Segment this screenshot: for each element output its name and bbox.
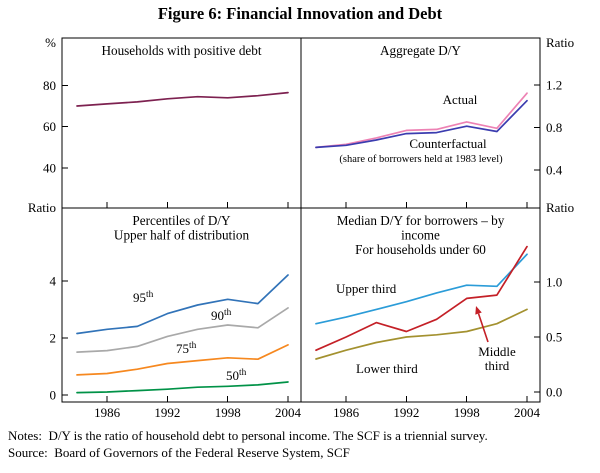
panel-bottom-left: 0 2 4 1986 1992 1998 2004 Percentiles of D/YUpp… [50, 213, 302, 420]
y-tick-label: 80 [43, 78, 56, 93]
annotation-arrow [477, 313, 489, 343]
x-tick-label: 1992 [393, 405, 419, 420]
series-line-90th [76, 307, 289, 353]
panel-bottom-right: 0.0 0.5 1.0 1986 1992 1998 2004 Median D/Y for … [315, 213, 562, 420]
axis-unit-label: % [45, 35, 56, 50]
series-line-50th [76, 381, 289, 394]
series-line-75th [76, 344, 289, 376]
panel-title: Upper half of distribution [114, 228, 250, 243]
x-tick-label: 1998 [454, 405, 480, 420]
series-line-lower-third [315, 308, 528, 360]
y-tick-label: 4 [50, 273, 57, 288]
annotation-counterfactual: Counterfactual [409, 136, 487, 151]
annotation-95th: 95th [133, 290, 154, 305]
y-tick-label: 1.0 [546, 274, 562, 289]
panel-title: Aggregate D/Y [380, 43, 461, 58]
x-tick-label: 2004 [514, 405, 541, 420]
series-line-actual [315, 92, 528, 149]
series-line-middle-third [315, 245, 528, 352]
annotation-actual: Actual [443, 92, 478, 107]
y-tick-label: 60 [43, 119, 56, 134]
x-tick-label: 1992 [154, 405, 180, 420]
series-line-upper-third [315, 253, 528, 325]
x-tick-label: 2004 [275, 405, 302, 420]
x-tick-label: 1986 [333, 405, 360, 420]
panel-title: Percentiles of D/Y [132, 213, 231, 228]
figure-notes: Notes: D/Y is the ratio of household deb… [8, 428, 488, 443]
panel-title: Median D/Y for borrowers – by [337, 213, 505, 228]
y-tick-label: 40 [43, 160, 56, 175]
annotation-share-of-borrowers-held-at-1983-level: (share of borrowers held at 1983 level) [339, 154, 503, 165]
series-line-counterfactual [315, 99, 528, 149]
axis-unit-label: Ratio [546, 35, 574, 50]
x-tick-label: 1998 [215, 405, 241, 420]
annotation-upper-third: Upper third [336, 281, 397, 296]
annotation-middle-third: Middle [478, 344, 516, 359]
annotation-arrowhead [475, 306, 482, 315]
panel-title: income [401, 228, 440, 243]
panel-top-left: 40 60 80 Households with positive debt [43, 43, 289, 208]
y-tick-label: 0.8 [546, 120, 562, 135]
series-line-households-with-positive-debt [76, 91, 289, 107]
figure-title: Figure 6: Financial Innovation and Debt [157, 4, 443, 23]
annotation-90th: 90th [211, 308, 232, 323]
annotation-75th: 75th [176, 341, 197, 356]
x-tick-label: 1986 [94, 405, 121, 420]
y-tick-label: 2 [50, 330, 57, 345]
y-tick-label: 0.4 [546, 162, 563, 177]
axis-unit-label: Ratio [546, 200, 574, 215]
chart-frame: % Ratio Ratio Ratio [28, 35, 574, 403]
y-tick-label: 1.2 [546, 77, 562, 92]
y-tick-label: 0 [50, 387, 57, 402]
panel-title: For households under 60 [355, 242, 486, 257]
panel-top-right: 0.4 0.8 1.2 Aggregate D/Y Actual Counterfactu… [315, 43, 563, 208]
annotation-lower-third: Lower third [356, 361, 418, 376]
y-tick-label: 0.5 [546, 329, 562, 344]
series-line-95th [76, 274, 289, 335]
panel-title: Households with positive debt [101, 43, 261, 58]
y-tick-label: 0.0 [546, 385, 562, 400]
annotation-middle-third: third [485, 358, 510, 373]
figure-source: Source: Board of Governors of the Federa… [8, 445, 350, 460]
axis-unit-label: Ratio [28, 200, 56, 215]
annotation-50th: 50th [226, 368, 247, 383]
